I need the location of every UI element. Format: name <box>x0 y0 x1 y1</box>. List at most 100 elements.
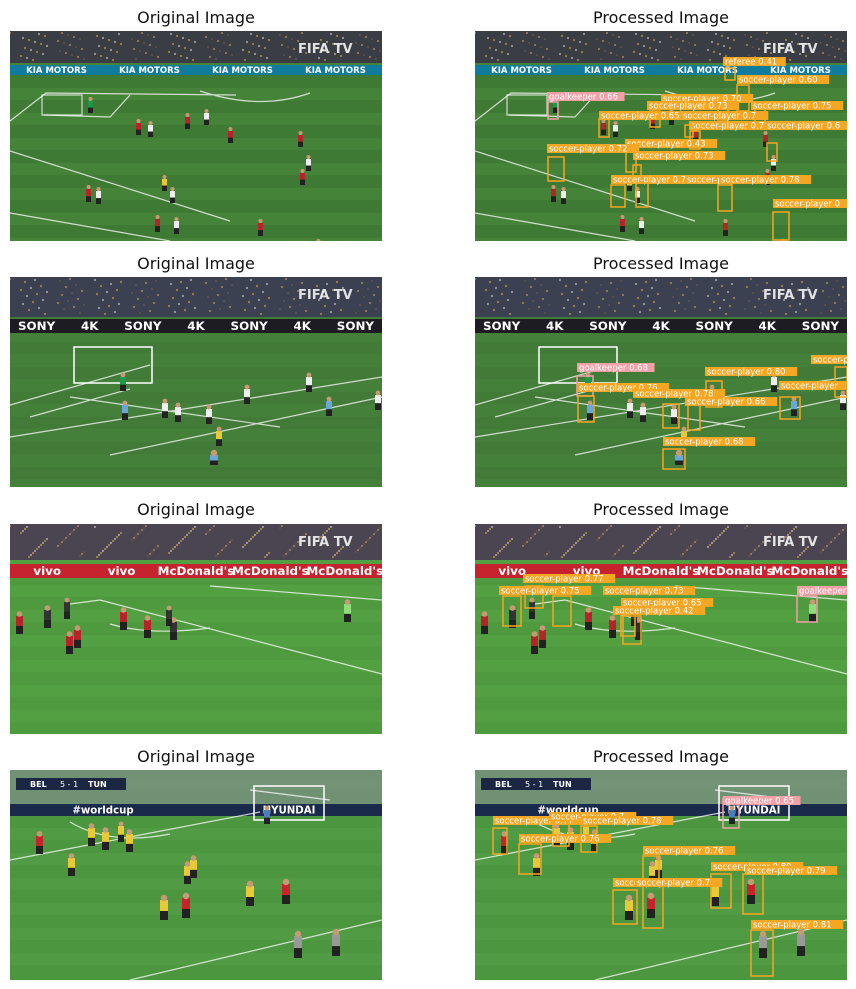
crowd-dot <box>154 546 158 550</box>
player-figure <box>144 615 151 638</box>
crowd-dot <box>508 539 512 543</box>
crowd-dot <box>580 50 584 54</box>
crowd-dot <box>142 303 146 307</box>
ad-board-text: 4K <box>294 319 312 333</box>
crowd-dot <box>173 52 177 56</box>
player-figure <box>66 631 73 654</box>
crowd-dot <box>570 290 574 294</box>
crowd-dot <box>492 38 496 42</box>
crowd-dot <box>105 56 109 60</box>
crowd-dot <box>35 50 39 54</box>
detection-label: soccer-player 0.77 <box>495 817 574 827</box>
ad-board-text: McDonald's <box>623 564 700 578</box>
crowd-dot <box>296 289 300 293</box>
crowd-dot <box>632 551 636 555</box>
crowd-dot <box>747 299 751 303</box>
crowd-dot <box>64 536 68 540</box>
crowd-dot <box>767 41 771 45</box>
crowd-dot <box>259 527 263 531</box>
scorebug: BEL 5 - 1 TUN <box>16 778 126 790</box>
crowd-dot <box>619 279 623 283</box>
crowd-dot <box>621 544 625 548</box>
crowd-dot <box>66 299 70 303</box>
crowd-dot <box>339 54 343 58</box>
detection-box <box>635 182 649 208</box>
crowd-dot <box>356 548 360 552</box>
crowd-dot <box>504 543 508 547</box>
detection-box <box>724 67 736 81</box>
crowd-dot <box>265 553 269 557</box>
crowd-dot <box>640 288 644 292</box>
crowd-dot <box>210 526 214 530</box>
detection-box <box>684 124 694 138</box>
detection-label-bg <box>705 367 798 376</box>
crowd-dot <box>582 533 586 537</box>
crowd-dot <box>714 537 718 541</box>
crowd-dot <box>650 56 654 60</box>
player-figure <box>375 390 381 410</box>
crowd-dot <box>650 533 654 537</box>
pitch-stripe <box>475 238 847 241</box>
ad-board <box>10 65 382 75</box>
crowd-dot <box>253 52 257 56</box>
detection-label: soccer-player 0.7 <box>683 112 756 122</box>
crowd-dot <box>652 38 656 42</box>
scorebug-home: BEL <box>495 780 512 789</box>
crowd-dot <box>710 286 714 290</box>
crowd-dot <box>835 534 839 538</box>
crowd-dot <box>148 43 152 47</box>
crowd-dot <box>652 531 656 535</box>
ad-board-text: HYUNDAI <box>263 805 316 816</box>
crowd-dot <box>726 525 730 529</box>
crowd-dot <box>216 293 220 297</box>
detection-label-bg <box>719 175 812 184</box>
crowd-dot <box>152 35 156 39</box>
crowd-dot <box>521 301 525 305</box>
crowd-dot <box>572 38 576 42</box>
crowd-dot <box>677 47 681 51</box>
crowd-dot <box>603 311 607 315</box>
fifa-tv-watermark: FIFA TV <box>763 42 818 57</box>
player-figure <box>96 187 101 204</box>
crowd-dot <box>759 311 763 315</box>
crowd-dot <box>543 37 547 41</box>
crowd-dot <box>683 550 687 554</box>
pitch-stripe <box>10 635 382 647</box>
player-figure <box>206 404 212 424</box>
processed-image-2: SONY 4K SONY 4K SONY 4K SONY FIFA TV soccer-play… <box>475 277 847 487</box>
crowd-dot <box>325 529 329 533</box>
crowd-dot <box>613 309 617 313</box>
crowd-dot <box>671 295 675 299</box>
crowd-dot <box>169 549 173 553</box>
crowd-dot <box>243 308 247 312</box>
player-figure <box>332 928 340 956</box>
detection-label-bg <box>581 816 674 825</box>
crowd-dot <box>204 281 208 285</box>
scorebug: BEL 5 - 1 TUN <box>481 778 591 790</box>
ad-board-text: McDonald's <box>158 564 235 578</box>
crowd-dot <box>821 51 825 55</box>
crowd-dot <box>278 307 282 311</box>
crowd-dot <box>111 296 115 300</box>
crowd-dot <box>484 531 488 535</box>
processed-frame: KIA MOTORS KIA MOTORS KIA MOTORS KIA MOTORS… <box>475 31 847 241</box>
crowd-dot <box>839 530 843 534</box>
crowd-dot <box>206 45 210 49</box>
detection-label: soccer-player 0.76 <box>521 835 600 845</box>
crowd-dot <box>294 542 298 546</box>
crowd-dot <box>117 533 121 537</box>
crowd-dot <box>527 307 531 311</box>
crowd-dot <box>720 531 724 535</box>
crowd-dot <box>722 298 726 302</box>
crowd-dot <box>255 34 259 38</box>
crowd-dot <box>788 304 792 308</box>
crowd-dot <box>337 44 341 48</box>
crowd-dot <box>708 543 712 547</box>
crowd-dot <box>829 540 833 544</box>
crowd-dot <box>368 55 372 59</box>
detection-label-bg <box>635 878 723 887</box>
pitch-line <box>10 90 311 241</box>
crowd-dot <box>796 42 800 46</box>
detection-box <box>772 211 790 241</box>
crowd-dot <box>251 292 255 296</box>
